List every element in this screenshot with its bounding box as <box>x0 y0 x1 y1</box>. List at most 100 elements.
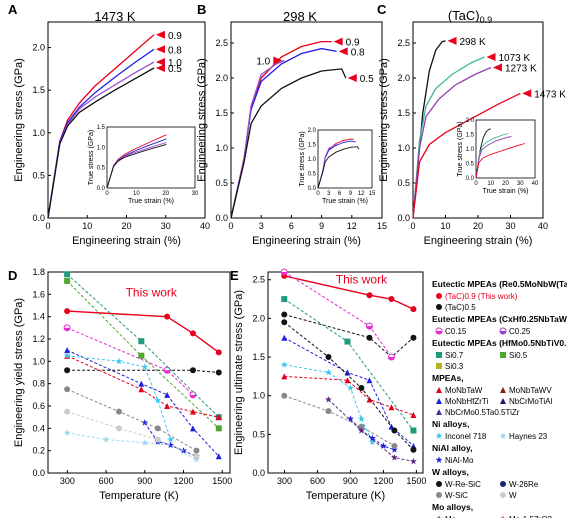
y-tick-label: 0.5 <box>252 429 265 439</box>
legend-marker <box>435 327 443 335</box>
panel-title: 298 K <box>283 9 317 24</box>
y-tick-label: 1.8 <box>32 267 45 277</box>
inset-plot: 0 10 20 30 0.0 0.5 1.0 1.5 True strain (%) True s… <box>88 125 199 205</box>
inset-x-label: True strain (%) <box>482 188 528 195</box>
data-point <box>369 438 376 445</box>
x-tick-label: 0 <box>410 221 415 231</box>
data-point <box>164 313 171 320</box>
series-group <box>280 361 376 445</box>
inset-y-tick-label: 1.5 <box>308 143 317 149</box>
legend-heading: W alloys, <box>432 467 469 477</box>
legend-entry-label: Si0.5 <box>509 351 528 360</box>
series-group <box>325 395 417 465</box>
data-point <box>365 322 373 330</box>
x-tick-label: 9 <box>319 221 324 231</box>
x-tick-label: 0 <box>45 221 50 231</box>
data-point <box>388 296 395 303</box>
inset-x-tick-label: 20 <box>162 191 169 197</box>
legend-marker <box>436 409 442 415</box>
x-tick-label: 30 <box>505 221 515 231</box>
y-tick-label: 1.4 <box>32 312 45 322</box>
data-point <box>280 268 288 276</box>
data-point <box>193 456 200 463</box>
inset-x-tick-label: 20 <box>502 181 509 187</box>
data-point <box>215 369 222 376</box>
data-point <box>390 446 398 453</box>
panel-E: E 300 600 900 1200 1500 0.0 0.5 1.0 1.5 2.0 2.5 Temp… <box>230 268 426 502</box>
series-line <box>230 68 347 219</box>
data-point <box>215 425 222 432</box>
data-point <box>388 404 395 411</box>
series-end-arrow <box>338 47 348 56</box>
series-group <box>63 429 200 463</box>
trend-line <box>66 273 220 418</box>
legend-heading: Eutectic MPEAs (HfMo0.5NbTiV0.5Six), <box>432 338 567 348</box>
legend-entry-label: C0.15 <box>445 327 467 336</box>
inset-x-label: True strain (%) <box>322 198 368 205</box>
legend-marker <box>436 304 442 310</box>
inset-x-tick-label: 30 <box>517 181 524 187</box>
data-point <box>280 361 288 368</box>
data-point <box>189 425 196 432</box>
legend-entry-label: W-Re-SiC <box>445 480 481 489</box>
data-point <box>358 415 365 422</box>
data-point <box>344 377 351 384</box>
x-tick-label: 20 <box>121 221 131 231</box>
series-line <box>412 92 521 219</box>
data-point <box>325 408 332 415</box>
legend-entry-label: (TaC)0.5 <box>445 303 476 312</box>
legend-marker <box>500 398 506 404</box>
legend-heading: Eutectic MPEAs (CxHf0.25NbTaW0.5), <box>432 314 567 324</box>
legend-marker <box>435 456 443 463</box>
legend-marker <box>436 492 442 498</box>
data-point <box>358 426 365 434</box>
legend-marker <box>436 387 442 393</box>
x-axis-label: Engineering strain (%) <box>252 235 361 247</box>
y-tick-label: 1.0 <box>252 391 265 401</box>
data-point <box>281 319 288 326</box>
panel-letter: A <box>8 2 18 17</box>
inset-series-line <box>475 143 525 179</box>
series-end-label: 0.5 <box>360 74 374 85</box>
inset-y-tick-label: 1.0 <box>308 157 317 163</box>
inset-y-tick-label: 1.5 <box>97 125 106 131</box>
inset-x-tick-label: 0 <box>474 181 478 187</box>
y-tick-label: 1.2 <box>32 334 45 344</box>
inset-x-tick-label: 10 <box>133 191 140 197</box>
legend-marker <box>435 515 443 518</box>
legend-entry-label: Inconel 718 <box>445 432 487 441</box>
series-end-arrow <box>447 36 457 45</box>
x-tick-label: 12 <box>347 221 357 231</box>
y-tick-label: 2.0 <box>32 43 45 53</box>
data-point <box>189 367 196 374</box>
data-point <box>369 434 376 442</box>
inset-y-tick-label: 1.0 <box>97 145 106 151</box>
data-point <box>281 334 288 341</box>
y-tick-label: 0.0 <box>32 468 45 478</box>
legend-entry-label: W <box>509 491 517 500</box>
y-tick-label: 1.5 <box>397 108 410 118</box>
data-point <box>63 352 71 359</box>
legend-marker-fill <box>436 331 442 334</box>
series-group <box>347 415 398 453</box>
y-tick-label: 1.0 <box>32 128 45 138</box>
panel-letter: B <box>197 2 206 17</box>
data-point <box>410 427 417 434</box>
data-point <box>215 414 222 421</box>
x-axis-label: Temperature (K) <box>99 490 178 502</box>
trend-line <box>66 411 197 457</box>
data-point <box>325 395 332 403</box>
y-tick-label: 0.0 <box>397 213 410 223</box>
data-point <box>358 384 365 391</box>
plot-frame <box>267 271 424 474</box>
series-end-label: 1.0 <box>168 58 182 69</box>
legend-entry-label: C0.25 <box>509 327 531 336</box>
inset-frame <box>475 119 536 179</box>
data-point <box>366 396 373 403</box>
data-point <box>141 439 149 446</box>
inset-x-tick-label: 15 <box>369 191 376 197</box>
data-point <box>63 324 71 332</box>
data-point <box>64 408 71 415</box>
trend-line <box>328 399 414 462</box>
inset-plot: 0 10 20 30 40 0.0 0.5 1.0 1.5 2.0 True strain (%) T… <box>457 118 539 195</box>
